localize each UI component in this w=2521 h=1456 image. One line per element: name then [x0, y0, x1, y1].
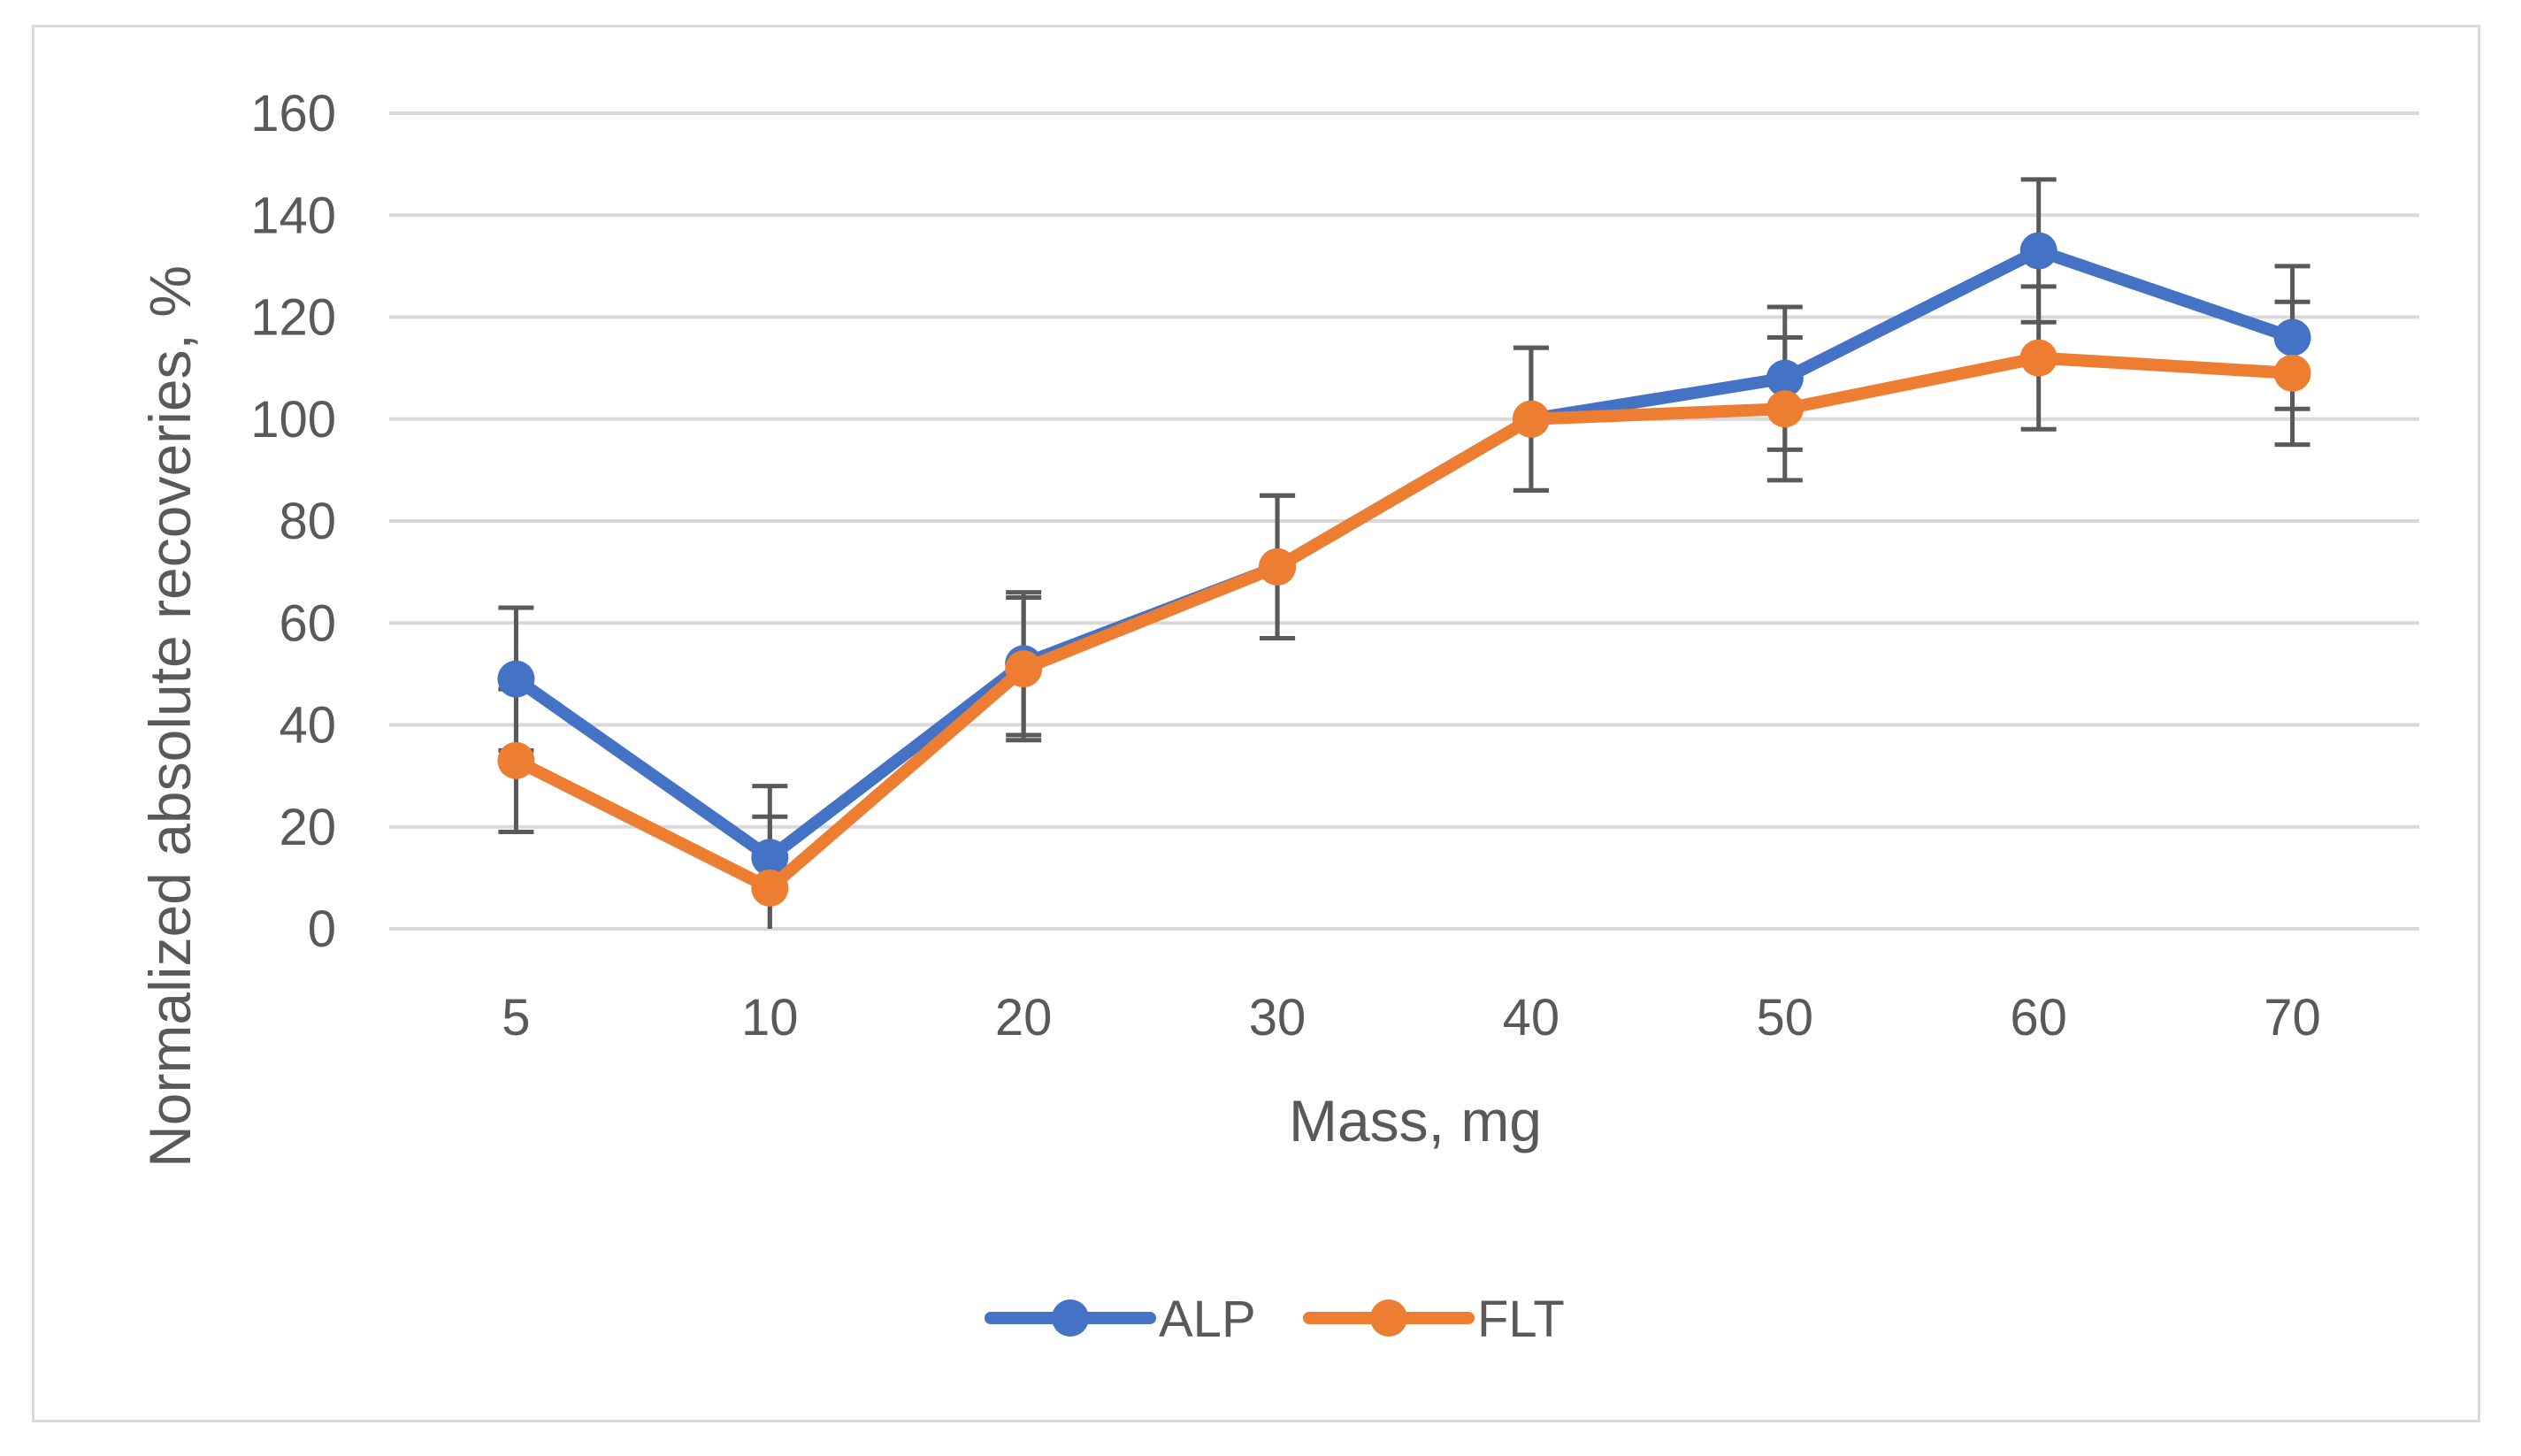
legend-item-alp[interactable]: ALP [985, 1291, 1256, 1348]
data-point-flt [2019, 339, 2057, 377]
y-tick-label: 80 [279, 493, 336, 550]
legend-label: ALP [1159, 1291, 1256, 1348]
x-tick-label: 10 [741, 989, 799, 1046]
y-tick-label: 140 [250, 187, 336, 244]
y-tick-label: 20 [279, 799, 336, 856]
data-point-alp [2019, 232, 2057, 270]
x-tick-label: 20 [995, 989, 1053, 1046]
y-tick-label: 0 [308, 900, 336, 958]
data-point-flt [1766, 390, 1804, 428]
data-point-flt [2273, 354, 2311, 392]
data-point-flt [1005, 650, 1043, 688]
x-axis-ticks: 5 10 20 30 40 50 60 70 [502, 989, 2321, 1046]
data-point-flt [1259, 548, 1297, 586]
x-tick-label: 50 [1757, 989, 1814, 1046]
y-tick-label: 120 [250, 289, 336, 347]
x-tick-label: 40 [1503, 989, 1560, 1046]
legend-item-flt[interactable]: FLT [1303, 1291, 1565, 1348]
legend-marker [1052, 1299, 1089, 1337]
series [497, 232, 2311, 907]
data-point-flt [497, 741, 535, 779]
y-axis-ticks: 0 20 40 60 80 100 120 140 160 [250, 85, 336, 958]
x-axis-title: Mass, mg [1289, 1088, 1542, 1153]
x-tick-label: 30 [1249, 989, 1306, 1046]
data-point-flt [751, 869, 789, 907]
data-point-alp [497, 660, 535, 698]
legend[interactable]: ALP FLT [985, 1291, 1565, 1348]
series-line-alp [510, 244, 2299, 864]
y-tick-label: 100 [250, 391, 336, 448]
error-bars [498, 177, 2310, 929]
y-axis-title: Normalized absolute recoveries, % [137, 265, 203, 1168]
data-point-alp [2273, 318, 2311, 356]
series-line-flt [510, 351, 2299, 894]
legend-marker [1370, 1299, 1407, 1337]
legend-label: FLT [1477, 1291, 1565, 1348]
y-tick-label: 60 [279, 594, 336, 652]
data-point-flt [1512, 400, 1550, 438]
data-point-alp [751, 839, 789, 877]
x-tick-label: 70 [2264, 989, 2321, 1046]
x-tick-label: 60 [2010, 989, 2067, 1046]
y-tick-label: 40 [279, 697, 336, 755]
x-tick-label: 5 [502, 989, 530, 1046]
data-point-alp [1766, 359, 1804, 397]
y-tick-label: 160 [250, 85, 336, 142]
